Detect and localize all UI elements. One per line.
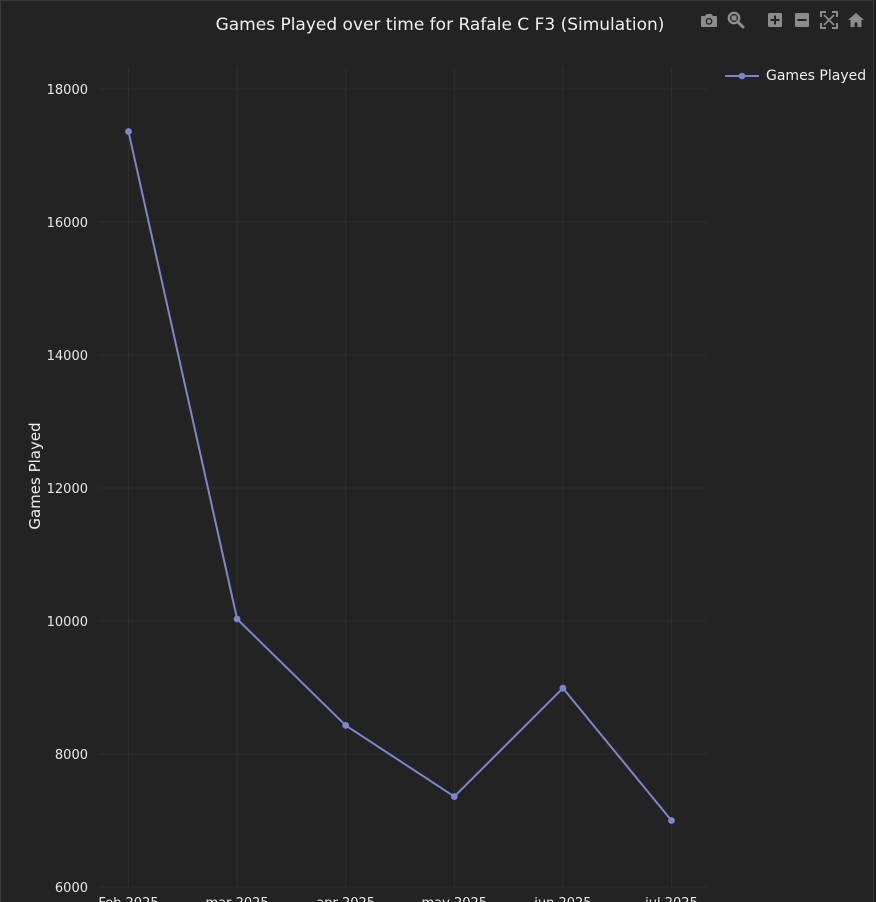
autoscale-icon[interactable] <box>817 11 840 29</box>
chart-title: Games Played over time for Rafale C F3 (… <box>215 15 665 35</box>
data-point[interactable] <box>668 817 675 824</box>
modebar <box>697 11 867 29</box>
data-point[interactable] <box>233 615 241 623</box>
legend-label: Games Played <box>766 68 867 84</box>
legend-line-swatch <box>725 72 759 80</box>
y-tick-label: 14000 <box>47 349 88 364</box>
y-tick-label: 12000 <box>47 482 88 497</box>
reset-axes-icon[interactable] <box>844 11 867 29</box>
y-axis-ticks: 6000 8000 10000 12000 14000 16000 18000 <box>47 83 88 896</box>
x-tick-label: apr 2025 <box>316 896 375 902</box>
x-tick-label: jul 2025 <box>644 896 698 902</box>
series-line <box>127 131 673 822</box>
data-point[interactable] <box>450 793 458 800</box>
x-tick-label: mar 2025 <box>205 896 268 902</box>
data-point[interactable] <box>559 684 567 692</box>
zoom-in-icon[interactable] <box>763 11 786 29</box>
zoom-out-icon[interactable] <box>790 11 813 29</box>
y-tick-label: 6000 <box>55 881 88 896</box>
y-tick-label: 8000 <box>55 748 88 763</box>
y-tick-label: 16000 <box>47 216 88 231</box>
y-tick-label: 18000 <box>47 83 88 98</box>
y-tick-label: 10000 <box>47 615 88 630</box>
zoom-icon[interactable] <box>724 11 747 29</box>
y-axis-label: Games Played <box>26 422 44 530</box>
x-tick-label: may 2025 <box>422 896 488 902</box>
camera-icon[interactable] <box>697 11 720 29</box>
data-point[interactable] <box>342 722 350 729</box>
x-tick-label: Feb 2025 <box>98 896 158 902</box>
legend-item-games-played[interactable]: Games Played <box>725 68 866 84</box>
x-axis-ticks: Feb 2025 mar 2025 apr 2025 may 2025 jun 2025… <box>98 896 697 902</box>
series-line-layer <box>127 131 673 822</box>
x-tick-label: jun 2025 <box>533 896 591 902</box>
grid-lines <box>99 67 707 888</box>
series-points-layer[interactable] <box>125 128 675 824</box>
data-point[interactable] <box>125 128 132 135</box>
